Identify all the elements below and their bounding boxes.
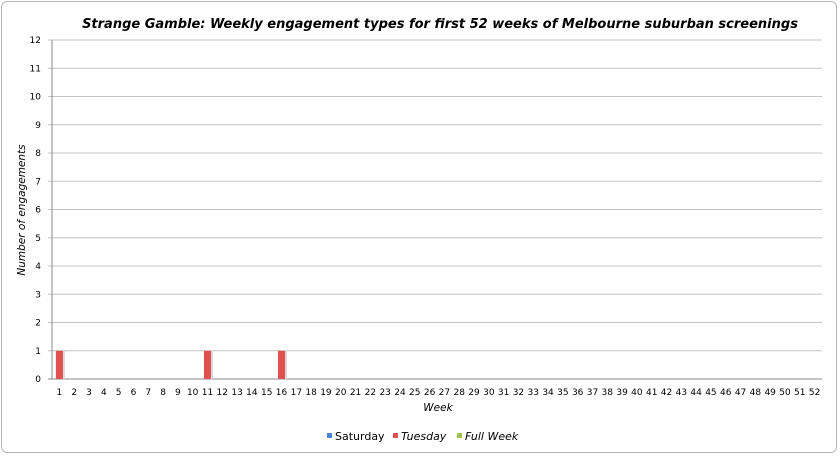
x-tick-label: 48	[750, 388, 762, 398]
x-tick-label: 14	[246, 388, 258, 398]
x-tick-label: 51	[794, 388, 805, 398]
x-tick-label: 23	[379, 388, 390, 398]
x-tick-label: 3	[86, 388, 92, 398]
bar-tuesday	[55, 350, 63, 379]
x-tick-label: 49	[764, 388, 776, 398]
x-tick-label: 22	[365, 388, 376, 398]
x-tick-label: 32	[513, 388, 524, 398]
x-tick-label: 1	[57, 388, 63, 398]
x-tick-label: 35	[557, 388, 568, 398]
y-tick-label: 9	[35, 121, 41, 131]
x-tick-label: 16	[276, 388, 288, 398]
x-tick-label: 40	[631, 388, 643, 398]
y-tick-label: 10	[30, 93, 42, 103]
x-tick-label: 21	[350, 388, 361, 398]
y-tick-label: 3	[35, 290, 41, 300]
y-tick-label: 7	[35, 177, 41, 187]
legend-swatch	[327, 433, 332, 438]
x-tick-label: 33	[528, 388, 539, 398]
x-tick-label: 41	[646, 388, 657, 398]
x-tick-label: 39	[616, 388, 628, 398]
x-tick-label: 47	[735, 388, 746, 398]
y-tick-label: 2	[35, 319, 41, 329]
x-tick-label: 37	[587, 388, 598, 398]
legend-swatch	[457, 433, 462, 438]
x-tick-label: 36	[572, 388, 584, 398]
y-axis-label: Number of engagements	[16, 144, 28, 276]
x-axis-label: Week	[423, 402, 453, 414]
x-tick-label: 43	[676, 388, 687, 398]
x-tick-label: 4	[101, 388, 107, 398]
x-tick-label: 34	[542, 388, 554, 398]
x-tick-label: 18	[305, 388, 317, 398]
x-tick-label: 42	[661, 388, 672, 398]
x-tick-label: 52	[809, 388, 820, 398]
x-tick-label: 9	[175, 388, 181, 398]
x-tick-label: 26	[424, 388, 436, 398]
x-tick-label: 44	[690, 388, 702, 398]
x-tick-label: 15	[261, 388, 272, 398]
y-tick-label: 6	[35, 206, 41, 216]
legend-label: Full Week	[465, 430, 519, 443]
x-tick-label: 50	[779, 388, 791, 398]
x-tick-label: 10	[187, 388, 199, 398]
x-tick-label: 8	[160, 388, 166, 398]
bar-tuesday	[278, 350, 286, 379]
x-tick-label: 46	[720, 388, 732, 398]
y-tick-label: 0	[35, 375, 41, 385]
x-tick-label: 28	[453, 388, 465, 398]
x-tick-label: 38	[602, 388, 614, 398]
y-tick-label: 11	[30, 64, 41, 74]
y-tick-label: 5	[35, 234, 41, 244]
bar-tuesday	[203, 350, 211, 379]
x-tick-label: 5	[116, 388, 122, 398]
x-tick-label: 20	[335, 388, 347, 398]
x-tick-label: 30	[483, 388, 495, 398]
x-tick-label: 45	[705, 388, 716, 398]
y-tick-label: 1	[35, 347, 41, 357]
x-tick-label: 6	[131, 388, 137, 398]
y-tick-label: 4	[35, 262, 41, 272]
x-tick-label: 29	[468, 388, 480, 398]
legend-swatch	[393, 433, 398, 438]
x-tick-label: 13	[231, 388, 242, 398]
legend-label: Saturday	[335, 430, 385, 443]
y-tick-label: 8	[35, 149, 41, 159]
x-tick-label: 25	[409, 388, 420, 398]
x-tick-label: 27	[439, 388, 450, 398]
legend-label: Tuesday	[401, 430, 447, 443]
x-tick-label: 2	[71, 388, 77, 398]
x-tick-label: 24	[394, 388, 406, 398]
x-tick-label: 7	[145, 388, 151, 398]
chart-title: Strange Gamble: Weekly engagement types …	[82, 17, 798, 32]
x-tick-label: 12	[217, 388, 228, 398]
x-tick-label: 19	[320, 388, 332, 398]
x-tick-label: 17	[291, 388, 302, 398]
y-tick-label: 12	[30, 36, 41, 46]
x-tick-label: 11	[202, 388, 213, 398]
x-tick-label: 31	[498, 388, 509, 398]
